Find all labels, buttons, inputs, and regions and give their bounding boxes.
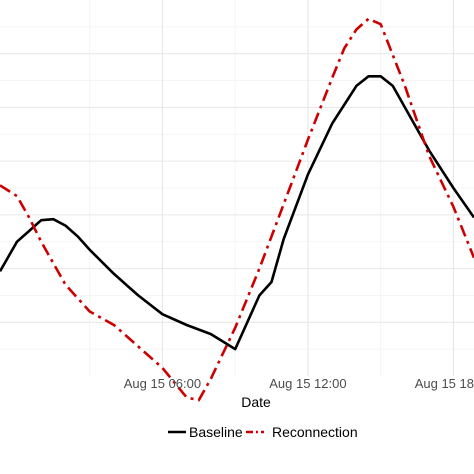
legend-label-baseline: Baseline [189, 424, 243, 440]
x-axis-title: Date [241, 394, 271, 410]
grid [0, 0, 474, 376]
legend: Baseline Reconnection [168, 424, 358, 440]
x-tick-label: Aug 15 12:00 [269, 376, 346, 391]
series-line-reconnection [0, 17, 474, 402]
series-line-baseline [0, 75, 474, 351]
series-layer [0, 17, 474, 402]
x-tick-label: Aug 15 06:00 [124, 376, 201, 391]
legend-label-reconnection: Reconnection [272, 424, 358, 440]
x-tick-labels: Aug 15 06:00 Aug 15 12:00 Aug 15 18:00 [124, 376, 474, 391]
x-tick-label: Aug 15 18:00 [415, 376, 474, 391]
